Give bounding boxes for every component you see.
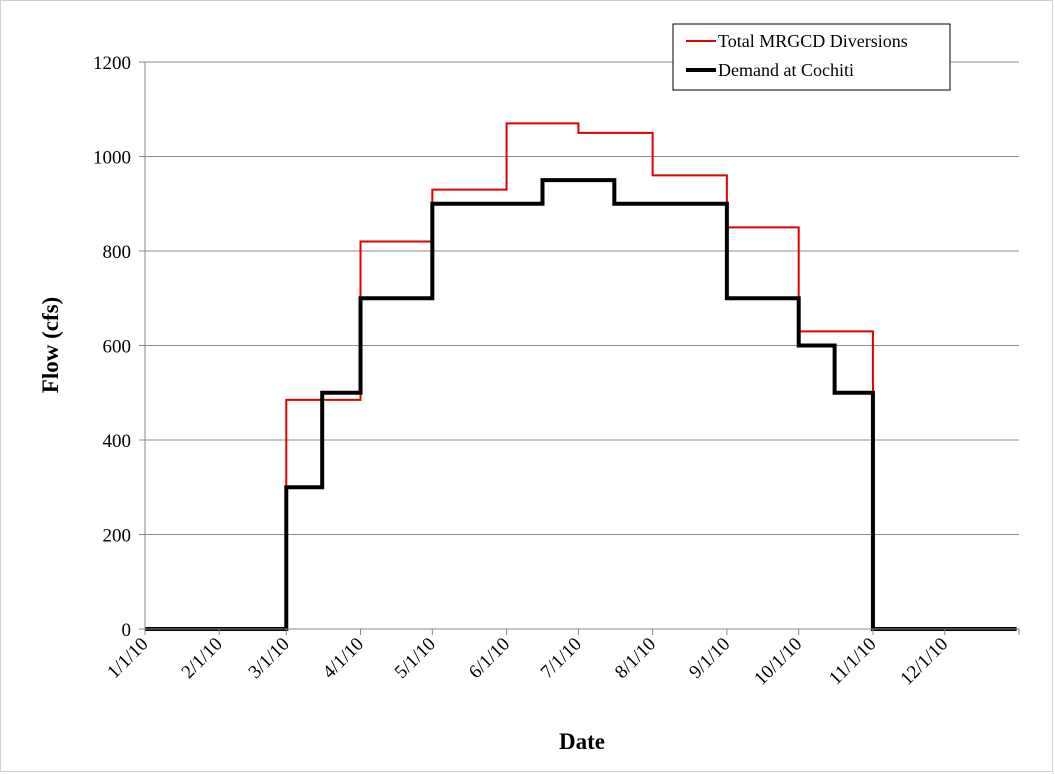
y-tick-label-600: 600 (103, 337, 132, 358)
y-tick-label-1000: 1000 (93, 148, 131, 169)
x-tick-label-7-1-10: 7/1/10 (537, 634, 586, 683)
x-tick-label-11-1-10: 11/1/10 (825, 634, 880, 689)
x-tick-label-5-1-10: 5/1/10 (391, 634, 440, 683)
legend-label-diversions: Total MRGCD Diversions (718, 31, 908, 51)
y-tick-label-400: 400 (103, 431, 132, 452)
y-tick-label-200: 200 (103, 526, 132, 547)
y-tick-label-1200: 1200 (93, 53, 131, 74)
y-tick-label-800: 800 (103, 242, 132, 263)
x-tick-label-10-1-10: 10/1/10 (750, 634, 806, 690)
series-line-demand-at-cochiti (145, 178, 1017, 631)
y-tick-label-0: 0 (122, 620, 132, 641)
x-tick-label-9-1-10: 9/1/10 (685, 634, 734, 683)
axes (139, 61, 1020, 635)
x-tick-label-4-1-10: 4/1/10 (319, 634, 368, 683)
legend: Total MRGCD Diversions Demand at Cochiti (672, 23, 951, 91)
legend-box (672, 23, 951, 91)
x-tick-label-6-1-10: 6/1/10 (465, 634, 514, 683)
legend-label-demand: Demand at Cochiti (718, 60, 854, 80)
x-axis-title: Date (559, 729, 605, 754)
x-tick-label-1-1-10: 1/1/10 (103, 634, 152, 683)
x-tick-label-2-1-10: 2/1/10 (178, 634, 227, 683)
series-lines (145, 122, 1017, 631)
tick-labels: 0 200 400 600 800 1000 1200 1/1/10 2/1/10 3/1/10 4… (93, 53, 952, 690)
y-axis-title: Flow (cfs) (38, 297, 63, 393)
series-line-total-mrgcd-diversions (145, 122, 1017, 630)
x-tick-label-12-1-10: 12/1/10 (896, 634, 952, 690)
x-tick-label-8-1-10: 8/1/10 (611, 634, 660, 683)
x-tick-label-3-1-10: 3/1/10 (245, 634, 294, 683)
